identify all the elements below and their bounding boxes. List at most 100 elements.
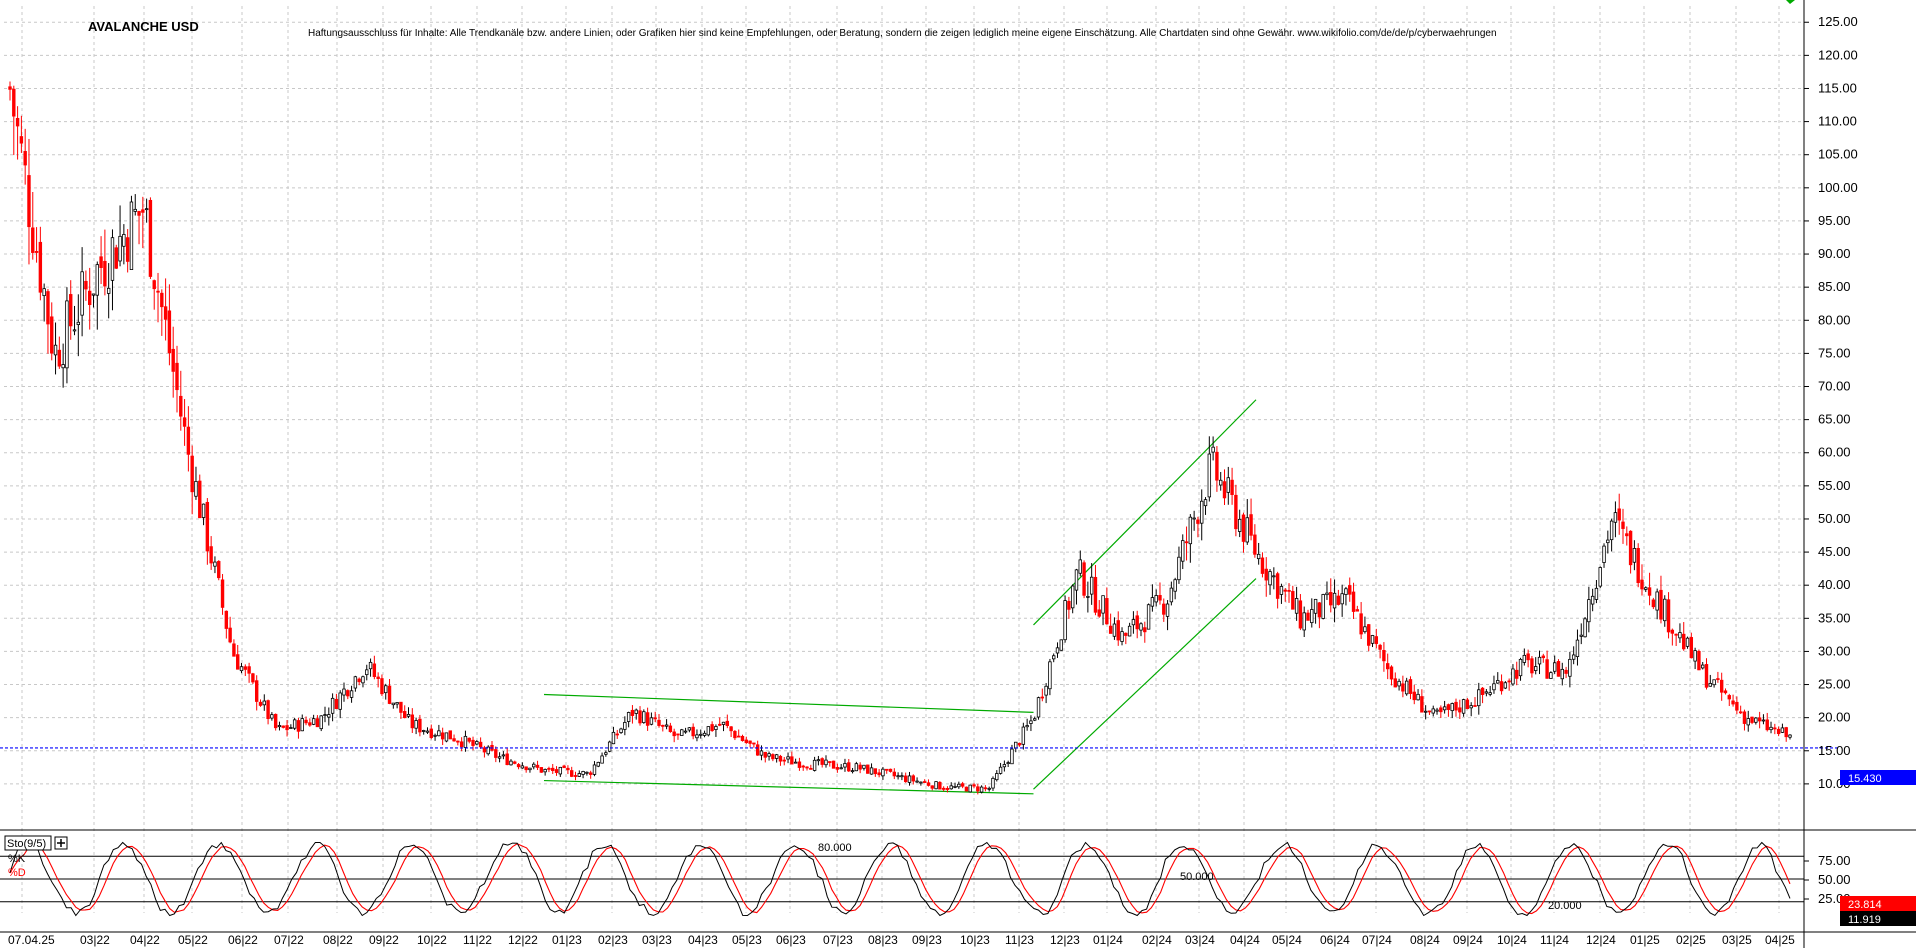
candle-body: [642, 711, 646, 723]
candle-body: [368, 661, 373, 670]
candle-body: [1571, 654, 1576, 660]
candle-body: [1541, 655, 1546, 659]
candle-body: [444, 732, 449, 742]
candle-body: [1385, 663, 1390, 670]
candle-body: [888, 768, 893, 772]
candle-body: [239, 666, 244, 672]
candle-body: [8, 86, 12, 90]
candle-body: [695, 734, 699, 739]
candle-body: [1367, 624, 1371, 646]
candle-body: [141, 209, 145, 213]
candle-body: [380, 678, 384, 695]
y-tick-label: 90.00: [1818, 246, 1851, 261]
candle-body: [816, 759, 821, 762]
candle-body: [600, 755, 604, 764]
candle-body: [463, 735, 468, 748]
d-legend: %D: [8, 867, 26, 879]
y-tick-label: 85.00: [1818, 279, 1851, 294]
candle-body: [501, 754, 506, 757]
candle-body: [934, 781, 938, 790]
candle-body: [1477, 689, 1481, 707]
candle-body: [122, 234, 126, 247]
candle-body: [1291, 591, 1295, 610]
candle-body: [410, 714, 415, 729]
candle-body: [99, 256, 103, 268]
candle-body: [892, 771, 897, 777]
candle-body: [42, 288, 46, 297]
y-tick-label: 40.00: [1818, 577, 1851, 592]
candle-body: [1594, 587, 1599, 600]
candle-body: [972, 784, 976, 787]
candle-body: [1029, 720, 1033, 724]
candle-body: [1150, 597, 1155, 607]
candle-body: [1587, 599, 1591, 623]
current-price-tag: 15.430: [1840, 770, 1916, 785]
candle-body: [1382, 649, 1386, 662]
d-value-tag: 11.919: [1840, 911, 1916, 926]
x-tick-label: 02|23: [598, 933, 628, 947]
candle-body: [645, 712, 650, 726]
candle-body: [543, 769, 547, 773]
candle-body: [1226, 477, 1230, 493]
candle-body: [84, 280, 88, 290]
x-tick-label: 01|23: [552, 933, 582, 947]
candle-body: [691, 726, 695, 737]
candle-body: [1465, 699, 1470, 710]
candle-body: [1420, 696, 1424, 713]
candle-body: [65, 300, 69, 369]
candle-body: [1112, 623, 1117, 637]
x-tick-label: 05|22: [178, 933, 208, 947]
candle-body: [524, 766, 528, 771]
candle-body: [699, 733, 703, 736]
candle-body: [718, 723, 722, 726]
candle-body: [1177, 556, 1181, 581]
candle-body: [1442, 706, 1447, 711]
stoch-header[interactable]: Sto(9/5): [4, 835, 68, 851]
candle-body: [1287, 589, 1291, 592]
candle-body: [585, 771, 589, 774]
candle-body: [106, 287, 111, 294]
candle-body: [938, 781, 942, 790]
candle-body: [763, 751, 767, 758]
candle-body: [372, 663, 377, 677]
candle-body: [315, 718, 320, 728]
candle-body: [828, 761, 832, 763]
candle-body: [1412, 691, 1416, 701]
x-tick-label: 09|22: [369, 933, 399, 947]
candle-body: [1408, 679, 1413, 694]
x-tick-label: 12|23: [1050, 933, 1080, 947]
candle-body: [653, 717, 657, 720]
candle-body: [1359, 613, 1363, 635]
k-legend: %K: [8, 853, 26, 865]
candle-body: [110, 237, 115, 281]
candle-body: [1215, 451, 1219, 481]
y-tick-label: 110.00: [1818, 114, 1857, 129]
candle-body: [1070, 585, 1075, 609]
candle-body: [1143, 627, 1147, 633]
candle-body: [1435, 709, 1439, 712]
candle-body: [774, 754, 779, 759]
x-tick-label: 06|23: [776, 933, 806, 947]
candle-body: [752, 742, 756, 745]
candle-body: [843, 763, 847, 768]
candle-body: [486, 746, 490, 755]
x-tick-label: 10|24: [1497, 933, 1527, 947]
candle-body: [1773, 727, 1777, 730]
candle-body: [353, 676, 358, 689]
candle-body: [1067, 600, 1071, 610]
candle-body: [1219, 479, 1223, 486]
x-tick-label: 11|23: [1005, 933, 1034, 947]
candle-body: [790, 756, 794, 765]
candle-body: [505, 753, 509, 766]
candle-body: [1704, 664, 1709, 688]
candle-body: [296, 720, 301, 732]
candle-body: [12, 88, 16, 117]
candle-body: [34, 251, 39, 253]
candle-body: [384, 685, 388, 694]
candle-body: [1480, 687, 1485, 695]
candle-body: [289, 727, 293, 729]
candle-body: [1097, 609, 1101, 617]
candle-body: [877, 772, 881, 776]
trendlines: [543, 399, 1257, 795]
candle-body: [1074, 569, 1079, 591]
